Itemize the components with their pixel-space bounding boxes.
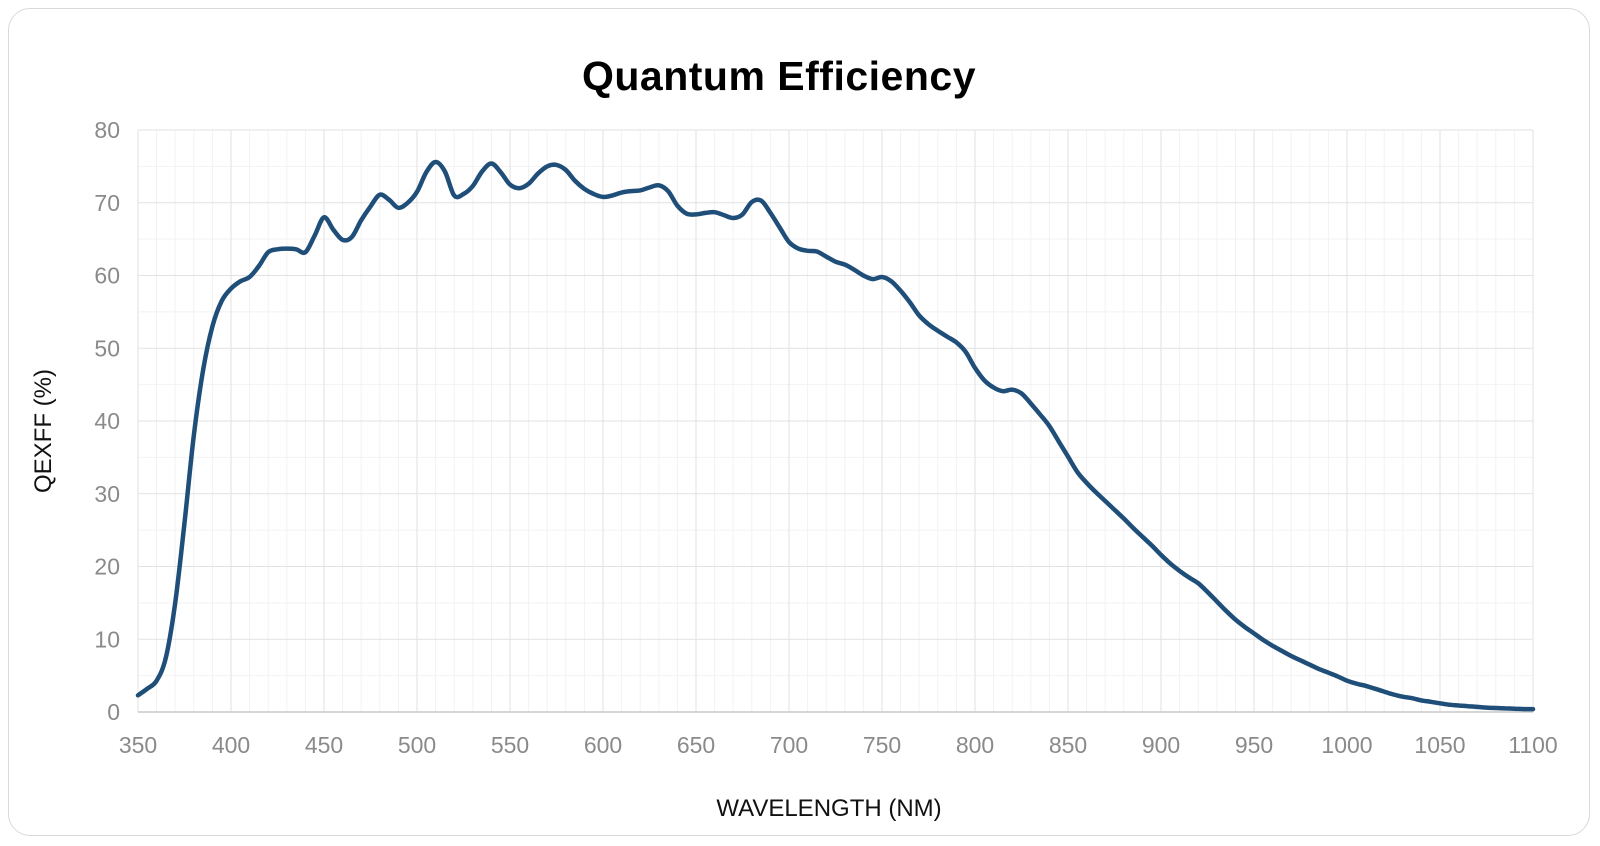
x-tick-label: 350 xyxy=(119,732,157,758)
qe-curve xyxy=(135,159,1536,712)
x-tick-label: 800 xyxy=(956,732,994,758)
x-tick-label: 900 xyxy=(1142,732,1180,758)
x-tick-label: 750 xyxy=(863,732,901,758)
x-tick-label: 700 xyxy=(770,732,808,758)
y-tick-label: 20 xyxy=(94,554,120,580)
x-tick-label: 450 xyxy=(305,732,343,758)
y-tick-label: 80 xyxy=(94,117,120,143)
chart-title: Quantum Efficiency xyxy=(581,53,976,99)
x-tick-label: 1050 xyxy=(1414,732,1465,758)
y-tick-label: 30 xyxy=(94,481,120,507)
x-tick-label: 1000 xyxy=(1321,732,1372,758)
x-tick-label: 500 xyxy=(398,732,436,758)
y-tick-label: 70 xyxy=(94,190,120,216)
x-axis-title: WAVELENGTH (NM) xyxy=(716,795,942,822)
x-tick-label: 550 xyxy=(491,732,529,758)
chart-card: Quantum Efficiency QEXFF (%) WAVELENGTH … xyxy=(8,8,1590,836)
y-tick-label: 10 xyxy=(94,626,120,652)
y-tick-label: 60 xyxy=(94,263,120,289)
x-tick-label: 950 xyxy=(1235,732,1273,758)
y-tick-label: 0 xyxy=(107,699,120,725)
y-tick-label: 50 xyxy=(94,335,120,361)
x-tick-label: 850 xyxy=(1049,732,1087,758)
x-tick-label: 650 xyxy=(677,732,715,758)
y-tick-label: 40 xyxy=(94,408,120,434)
x-tick-label: 400 xyxy=(212,732,250,758)
x-tick-label: 600 xyxy=(584,732,622,758)
x-tick-label: 1100 xyxy=(1508,732,1557,758)
